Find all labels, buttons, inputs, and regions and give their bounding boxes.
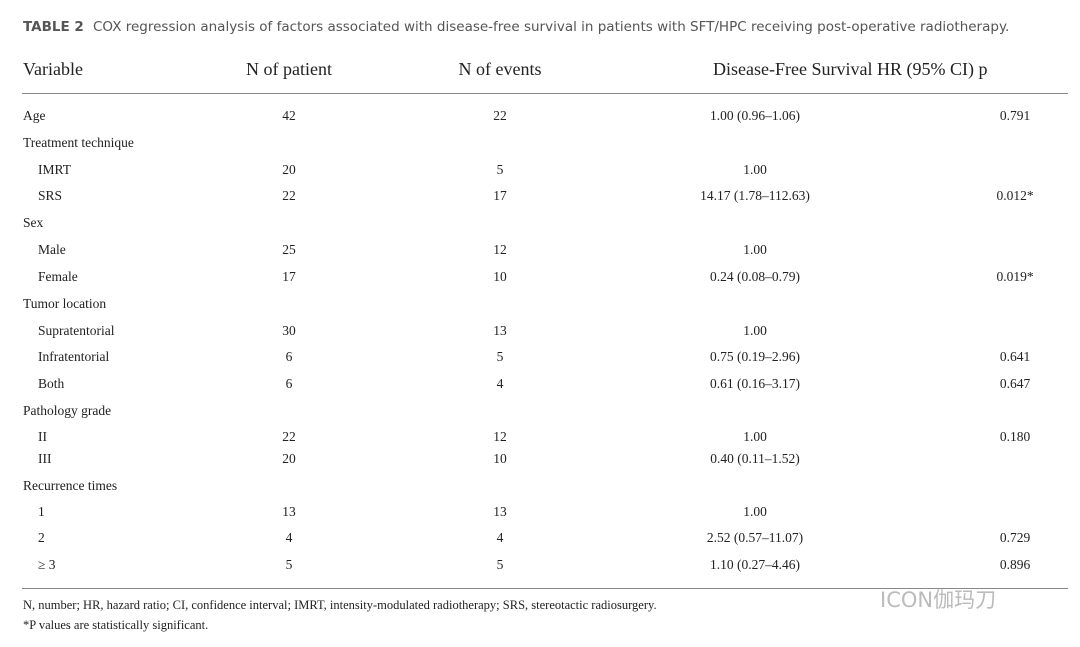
header: N of events [458, 59, 542, 79]
cell: 10 [493, 451, 507, 466]
cell: 0.019* [996, 269, 1034, 284]
cell: 17 [493, 188, 507, 203]
row-label: II [38, 429, 47, 444]
row-label: Recurrence times [23, 478, 118, 493]
cell: 20 [282, 451, 296, 466]
header: N of patient [246, 59, 332, 79]
cell: 14.17 (1.78–112.63) [700, 188, 810, 203]
row-label: SRS [38, 188, 63, 203]
row-label: 2 [38, 530, 45, 545]
cell: 13 [493, 323, 507, 338]
cell: 10 [493, 269, 507, 284]
row-label: IMRT [38, 162, 71, 177]
cell: 17 [282, 269, 296, 284]
cell: 0.75 (0.19–2.96) [710, 349, 800, 364]
cell: 1.00 [743, 429, 767, 444]
cell: 5 [496, 162, 504, 177]
cell: 22 [282, 188, 296, 203]
row-label: Female [38, 269, 78, 284]
cell: 0.647 [999, 376, 1031, 391]
cell: 2.52 (0.57–11.07) [706, 530, 804, 545]
cell: 42 [282, 108, 296, 123]
cell: 22 [282, 429, 296, 444]
row-label: Sex [23, 215, 44, 230]
row-label: 1 [38, 504, 45, 519]
cell: 1.00 [743, 162, 767, 177]
cell: 0.180 [999, 429, 1031, 444]
row-label: ≥ 3 [38, 557, 56, 572]
cell: 1.00 (0.96–1.06) [710, 108, 800, 123]
header: Variable [23, 59, 83, 79]
cell: 1.00 [743, 242, 767, 257]
cell: 30 [282, 323, 296, 338]
footnote: *P values are statistically significant. [23, 618, 209, 632]
cell: 6 [285, 349, 293, 364]
cell: 0.896 [999, 557, 1031, 572]
row-label: Infratentorial [38, 349, 110, 364]
cell: 5 [496, 349, 504, 364]
header: Disease-Free Survival HR (95% CI) p [713, 59, 988, 79]
cell: 0.24 (0.08–0.79) [710, 269, 800, 284]
caption-text: COX regression analysis of factors assoc… [93, 19, 1010, 35]
cell: 0.61 (0.16–3.17) [710, 376, 800, 391]
cell: 12 [493, 429, 507, 444]
footnote: N, number; HR, hazard ratio; CI, confide… [23, 598, 657, 612]
cell: 0.729 [999, 530, 1031, 545]
row-label: Pathology grade [23, 403, 112, 418]
cell: 1.10 (0.27–4.46) [710, 557, 800, 572]
cell: 0.012* [996, 188, 1034, 203]
cell: 1.00 [743, 323, 767, 338]
cell: 4 [285, 530, 293, 545]
cell: 0.791 [999, 108, 1031, 123]
cell: 4 [496, 376, 504, 391]
row-label: Male [38, 242, 66, 257]
cell: 5 [496, 557, 504, 572]
rule [22, 588, 1068, 589]
cell: 22 [493, 108, 507, 123]
cell: 13 [282, 504, 296, 519]
watermark: ICON伽玛刀 [880, 588, 997, 612]
cell: 0.40 (0.11–1.52) [710, 451, 800, 466]
cell: 0.641 [999, 349, 1031, 364]
row-label: Supratentorial [38, 323, 115, 338]
cell: 12 [493, 242, 507, 257]
row-label: Treatment technique [23, 135, 134, 150]
row-label: III [38, 451, 52, 466]
row-label: Age [23, 108, 46, 123]
cell: 13 [493, 504, 507, 519]
caption-label: TABLE 2 [23, 19, 84, 35]
cell: 6 [285, 376, 293, 391]
row-label: Both [38, 376, 65, 391]
cell: 1.00 [743, 504, 767, 519]
cell: 5 [285, 557, 293, 572]
cell: 25 [282, 242, 296, 257]
cell: 20 [282, 162, 296, 177]
rule [22, 93, 1068, 94]
cell: 4 [496, 530, 504, 545]
row-label: Tumor location [23, 296, 107, 311]
